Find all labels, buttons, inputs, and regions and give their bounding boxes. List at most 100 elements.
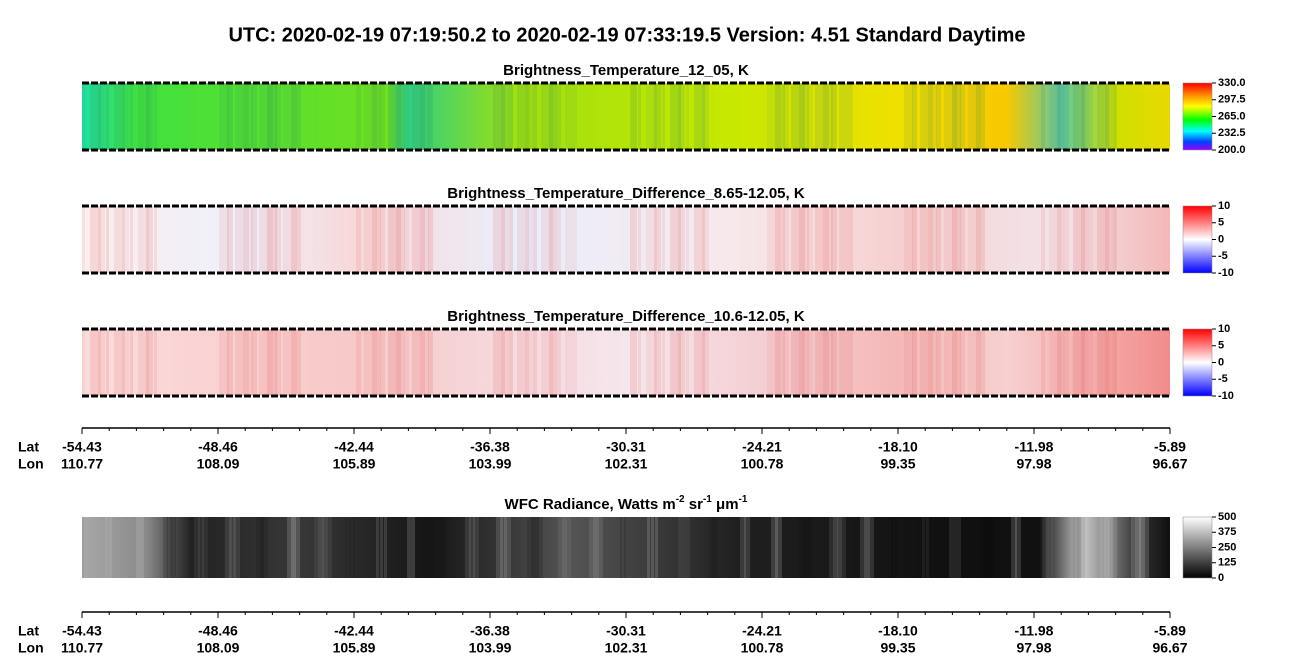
streak bbox=[1108, 517, 1117, 578]
streak bbox=[980, 517, 985, 578]
streak bbox=[976, 83, 985, 150]
lon-value: 96.67 bbox=[1152, 640, 1187, 656]
colorbar bbox=[1182, 516, 1213, 579]
streak bbox=[562, 517, 571, 578]
colorbar-label: -5 bbox=[1218, 250, 1228, 262]
streak bbox=[944, 329, 957, 396]
colorbar-label: -10 bbox=[1218, 267, 1234, 279]
streak bbox=[775, 517, 782, 578]
streak bbox=[314, 517, 324, 578]
lat-value: -5.89 bbox=[1154, 439, 1186, 455]
streak bbox=[517, 206, 529, 273]
streak bbox=[109, 517, 112, 578]
title-part: -1 bbox=[739, 494, 748, 505]
streak bbox=[891, 517, 893, 578]
streak bbox=[799, 206, 809, 273]
streak bbox=[1113, 83, 1117, 150]
streak bbox=[411, 517, 415, 578]
streak bbox=[646, 206, 657, 273]
streak bbox=[694, 329, 705, 396]
streak bbox=[806, 517, 814, 578]
streak bbox=[1081, 83, 1089, 150]
colorbar-label: 5 bbox=[1218, 340, 1224, 352]
panel-title: Brightness_Temperature_12_05, K bbox=[503, 62, 749, 79]
streak bbox=[557, 329, 561, 396]
streak bbox=[678, 83, 685, 150]
streak bbox=[372, 329, 381, 396]
streak bbox=[589, 517, 599, 578]
lat-label: Lat bbox=[18, 439, 39, 455]
streak bbox=[798, 517, 806, 578]
streak bbox=[428, 206, 433, 273]
streak bbox=[163, 517, 168, 578]
streak bbox=[291, 517, 300, 578]
streak bbox=[1097, 83, 1109, 150]
streak bbox=[1104, 517, 1113, 578]
streak bbox=[82, 206, 85, 273]
streak bbox=[493, 83, 505, 150]
colorbar-label: 5 bbox=[1218, 217, 1224, 229]
streak bbox=[202, 517, 208, 578]
streak bbox=[638, 329, 641, 396]
streak bbox=[1049, 83, 1061, 150]
streak bbox=[138, 83, 149, 150]
streak bbox=[493, 206, 505, 273]
streak bbox=[535, 517, 543, 578]
streak bbox=[533, 206, 537, 273]
colorbar-label: 10 bbox=[1218, 323, 1230, 335]
streak bbox=[380, 517, 383, 578]
streak bbox=[1113, 206, 1117, 273]
colorbar-label: -5 bbox=[1218, 373, 1228, 385]
streak bbox=[493, 329, 505, 396]
streak bbox=[167, 517, 172, 578]
streak bbox=[662, 83, 665, 150]
streak bbox=[557, 206, 561, 273]
lat-value: -36.38 bbox=[470, 439, 510, 455]
streak bbox=[815, 329, 829, 396]
streak bbox=[686, 206, 689, 273]
streak bbox=[807, 329, 813, 396]
streak bbox=[823, 329, 833, 396]
streak bbox=[968, 206, 981, 273]
streak bbox=[920, 206, 933, 273]
streak bbox=[260, 517, 268, 578]
streak bbox=[565, 83, 577, 150]
streak bbox=[154, 206, 157, 273]
streak bbox=[171, 517, 176, 578]
streak bbox=[968, 329, 981, 396]
streak bbox=[1105, 83, 1113, 150]
streak bbox=[926, 517, 929, 578]
streak bbox=[702, 329, 709, 396]
streak bbox=[98, 329, 105, 396]
streak bbox=[291, 206, 301, 273]
streak bbox=[235, 329, 249, 396]
lon-value: 110.77 bbox=[61, 640, 103, 656]
streak bbox=[833, 517, 842, 578]
streak bbox=[122, 83, 129, 150]
streak bbox=[1135, 517, 1145, 578]
streak bbox=[620, 517, 622, 578]
lon-value: 102.31 bbox=[605, 640, 648, 656]
streak bbox=[791, 329, 805, 396]
streak bbox=[920, 329, 933, 396]
streak bbox=[364, 329, 377, 396]
streak bbox=[90, 329, 101, 396]
streak bbox=[235, 83, 249, 150]
streak bbox=[593, 517, 603, 578]
streak bbox=[1041, 206, 1045, 273]
streak bbox=[404, 329, 409, 396]
lat-value: -54.43 bbox=[62, 623, 102, 639]
streak bbox=[259, 206, 273, 273]
streak bbox=[380, 206, 385, 273]
lat-value: -5.89 bbox=[1154, 623, 1186, 639]
wfc-title: WFC Radiance, Watts m-2 sr-1 μm-1 bbox=[505, 494, 748, 513]
streak bbox=[1131, 517, 1141, 578]
streak bbox=[1049, 206, 1061, 273]
streak bbox=[799, 329, 809, 396]
image bbox=[82, 517, 1170, 578]
streak bbox=[283, 329, 297, 396]
streak bbox=[686, 83, 689, 150]
lat-value: -30.31 bbox=[606, 623, 646, 639]
streak bbox=[1089, 206, 1093, 273]
